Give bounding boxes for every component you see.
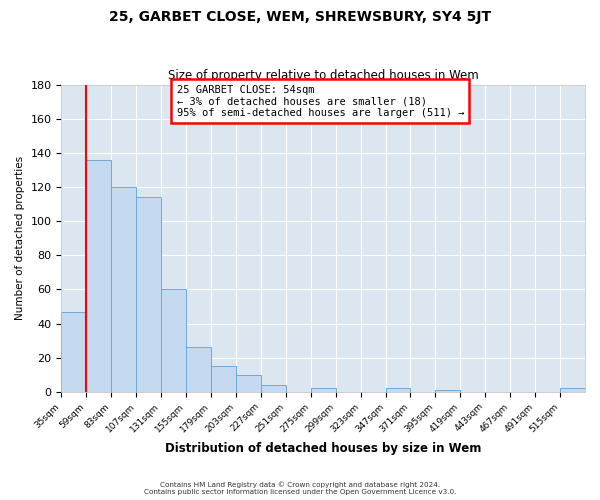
X-axis label: Distribution of detached houses by size in Wem: Distribution of detached houses by size … xyxy=(165,442,481,455)
Bar xyxy=(311,388,335,392)
Bar xyxy=(386,388,410,392)
Text: Contains HM Land Registry data © Crown copyright and database right 2024.
Contai: Contains HM Land Registry data © Crown c… xyxy=(144,482,456,495)
Bar xyxy=(111,187,136,392)
Bar xyxy=(61,312,86,392)
Bar xyxy=(261,385,286,392)
Bar xyxy=(86,160,111,392)
Bar xyxy=(161,290,186,392)
Bar xyxy=(560,388,585,392)
Bar xyxy=(436,390,460,392)
Bar xyxy=(186,348,211,392)
Bar xyxy=(211,366,236,392)
Bar xyxy=(236,375,261,392)
Text: 25 GARBET CLOSE: 54sqm
← 3% of detached houses are smaller (18)
95% of semi-deta: 25 GARBET CLOSE: 54sqm ← 3% of detached … xyxy=(176,84,464,118)
Title: Size of property relative to detached houses in Wem: Size of property relative to detached ho… xyxy=(168,69,479,82)
Bar xyxy=(136,197,161,392)
Y-axis label: Number of detached properties: Number of detached properties xyxy=(15,156,25,320)
Text: 25, GARBET CLOSE, WEM, SHREWSBURY, SY4 5JT: 25, GARBET CLOSE, WEM, SHREWSBURY, SY4 5… xyxy=(109,10,491,24)
